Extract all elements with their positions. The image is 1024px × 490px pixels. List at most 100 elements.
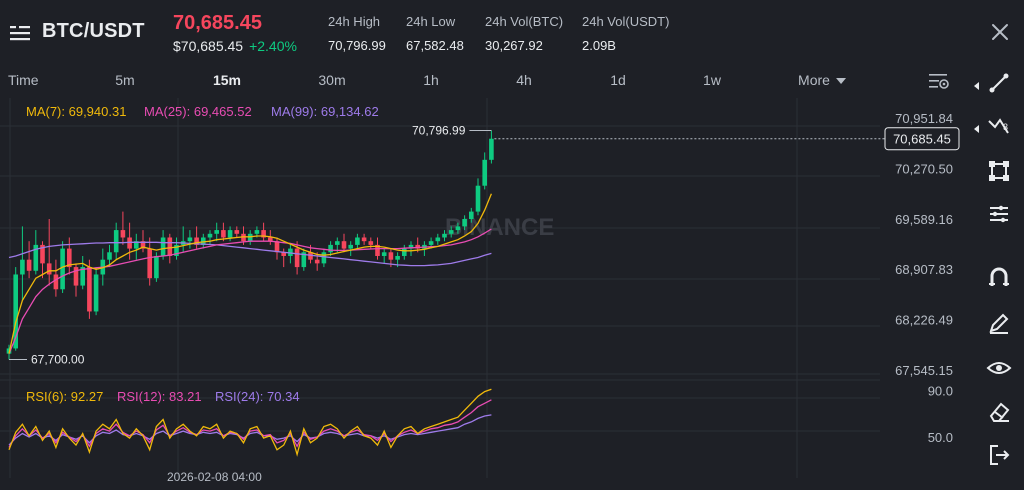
candle-body (268, 237, 273, 242)
candle-body (113, 230, 119, 253)
trend-line-tool-icon[interactable] (986, 70, 1012, 96)
candle-body (73, 267, 79, 286)
candle-body (375, 244, 380, 256)
eraser-icon[interactable] (986, 399, 1012, 425)
candle-body (308, 252, 313, 260)
text-lines-tool-icon[interactable] (986, 201, 1012, 227)
rectangle-tool-icon[interactable] (986, 158, 1012, 184)
candle (221, 222, 226, 242)
pencil-icon[interactable] (986, 310, 1012, 336)
candle-body (167, 237, 173, 256)
candle (194, 226, 199, 249)
candle (214, 222, 219, 242)
menu-icon[interactable] (10, 24, 32, 42)
candle-body (120, 230, 126, 238)
tab-more[interactable]: More (798, 72, 846, 88)
rsi-tick-label: 90.0 (928, 384, 953, 399)
expand-caret-icon[interactable] (974, 125, 979, 133)
price-chart[interactable]: BINANCE 70,796.99 67,700.00 70,951.84 70,2… (0, 98, 970, 490)
candle-body (201, 237, 206, 245)
drawing-toolbar: 3 (972, 64, 1024, 490)
candle (26, 241, 32, 279)
chart-settings-icon[interactable] (928, 72, 950, 90)
candle-body (368, 241, 374, 245)
fib-tool-icon[interactable]: 3 (986, 113, 1012, 139)
rsi12-line (8, 399, 492, 448)
tab-1d[interactable]: 1d (610, 72, 626, 88)
tab-30m[interactable]: 30m (318, 72, 346, 88)
high-marker-label: 70,796.99 (412, 123, 466, 137)
current-price-border (884, 127, 960, 151)
stat-24h-low: 24h Low 67,582.48 (406, 14, 464, 53)
close-icon[interactable] (990, 22, 1010, 42)
candle (93, 267, 99, 316)
tab-time[interactable]: Time (8, 72, 39, 88)
svg-text:3: 3 (1003, 122, 1008, 132)
candle (274, 237, 280, 260)
candle (469, 207, 474, 223)
candle (46, 218, 52, 286)
candle (402, 244, 407, 260)
tab-1w[interactable]: 1w (703, 72, 721, 88)
price-usd-value: $70,685.45 (173, 38, 244, 54)
candle (442, 230, 447, 242)
candle-body (40, 244, 45, 264)
candle-body (402, 248, 407, 256)
candle (80, 255, 85, 290)
candle-body (174, 244, 179, 256)
candle (73, 263, 79, 297)
candle-body (469, 211, 474, 219)
candle-body (53, 274, 59, 290)
interval-bar: Time 5m 15m 30m 1h 4h 1d 1w More (0, 64, 970, 98)
candle-body (408, 244, 414, 249)
expand-caret-icon[interactable] (974, 82, 979, 90)
candle-body (475, 185, 481, 212)
candle (180, 226, 186, 253)
tab-1h[interactable]: 1h (423, 72, 439, 88)
candle-body (274, 241, 280, 253)
candle-body (154, 255, 159, 279)
rsi12-legend: RSI(12): 83.21 (117, 389, 202, 404)
candle (53, 259, 59, 297)
stat-label: 24h High (328, 14, 381, 29)
header: BTC/USDT 70,685.45 $70,685.45 +2.40% 24h … (0, 0, 1024, 64)
chevron-down-icon (835, 78, 846, 85)
price-axis: 70,951.84 70,270.50 69,589.16 68,907.83 68,2… (884, 111, 960, 378)
pair-title[interactable]: BTC/USDT (42, 20, 145, 42)
candle (355, 233, 360, 249)
candle-body (26, 259, 32, 271)
candle-body (60, 248, 65, 290)
rsi24-legend: RSI(24): 70.34 (215, 389, 300, 404)
candle (361, 233, 367, 245)
candle (113, 222, 119, 260)
candle-body (187, 237, 193, 242)
tab-5m[interactable]: 5m (115, 72, 135, 88)
candle (234, 226, 240, 238)
candle (201, 233, 206, 249)
candle (489, 130, 494, 164)
candle-body (455, 226, 461, 231)
candle (435, 233, 441, 245)
ma25-legend: MA(25): 69,465.52 (144, 104, 252, 119)
magnet-icon[interactable] (986, 264, 1012, 290)
candle (187, 230, 193, 249)
current-price-box: 70,685.45 (884, 127, 960, 151)
candle-body (134, 241, 139, 249)
candle-body (355, 237, 360, 245)
candle-body (80, 267, 85, 286)
rsi6-legend: RSI(6): 92.27 (26, 389, 104, 404)
exit-icon[interactable] (986, 442, 1012, 468)
price-markers: 70,796.99 67,700.00 (9, 123, 886, 367)
candle-body (335, 241, 340, 245)
tab-4h[interactable]: 4h (516, 72, 532, 88)
eye-icon[interactable] (986, 355, 1012, 381)
tab-15m[interactable]: 15m (212, 72, 242, 88)
candle (381, 248, 387, 264)
candle (448, 226, 454, 238)
candle-body (388, 252, 394, 260)
candle-body (241, 233, 246, 242)
candle-body (127, 237, 132, 249)
candle-body (448, 230, 454, 234)
candle (207, 230, 213, 245)
candle-body (234, 230, 240, 234)
